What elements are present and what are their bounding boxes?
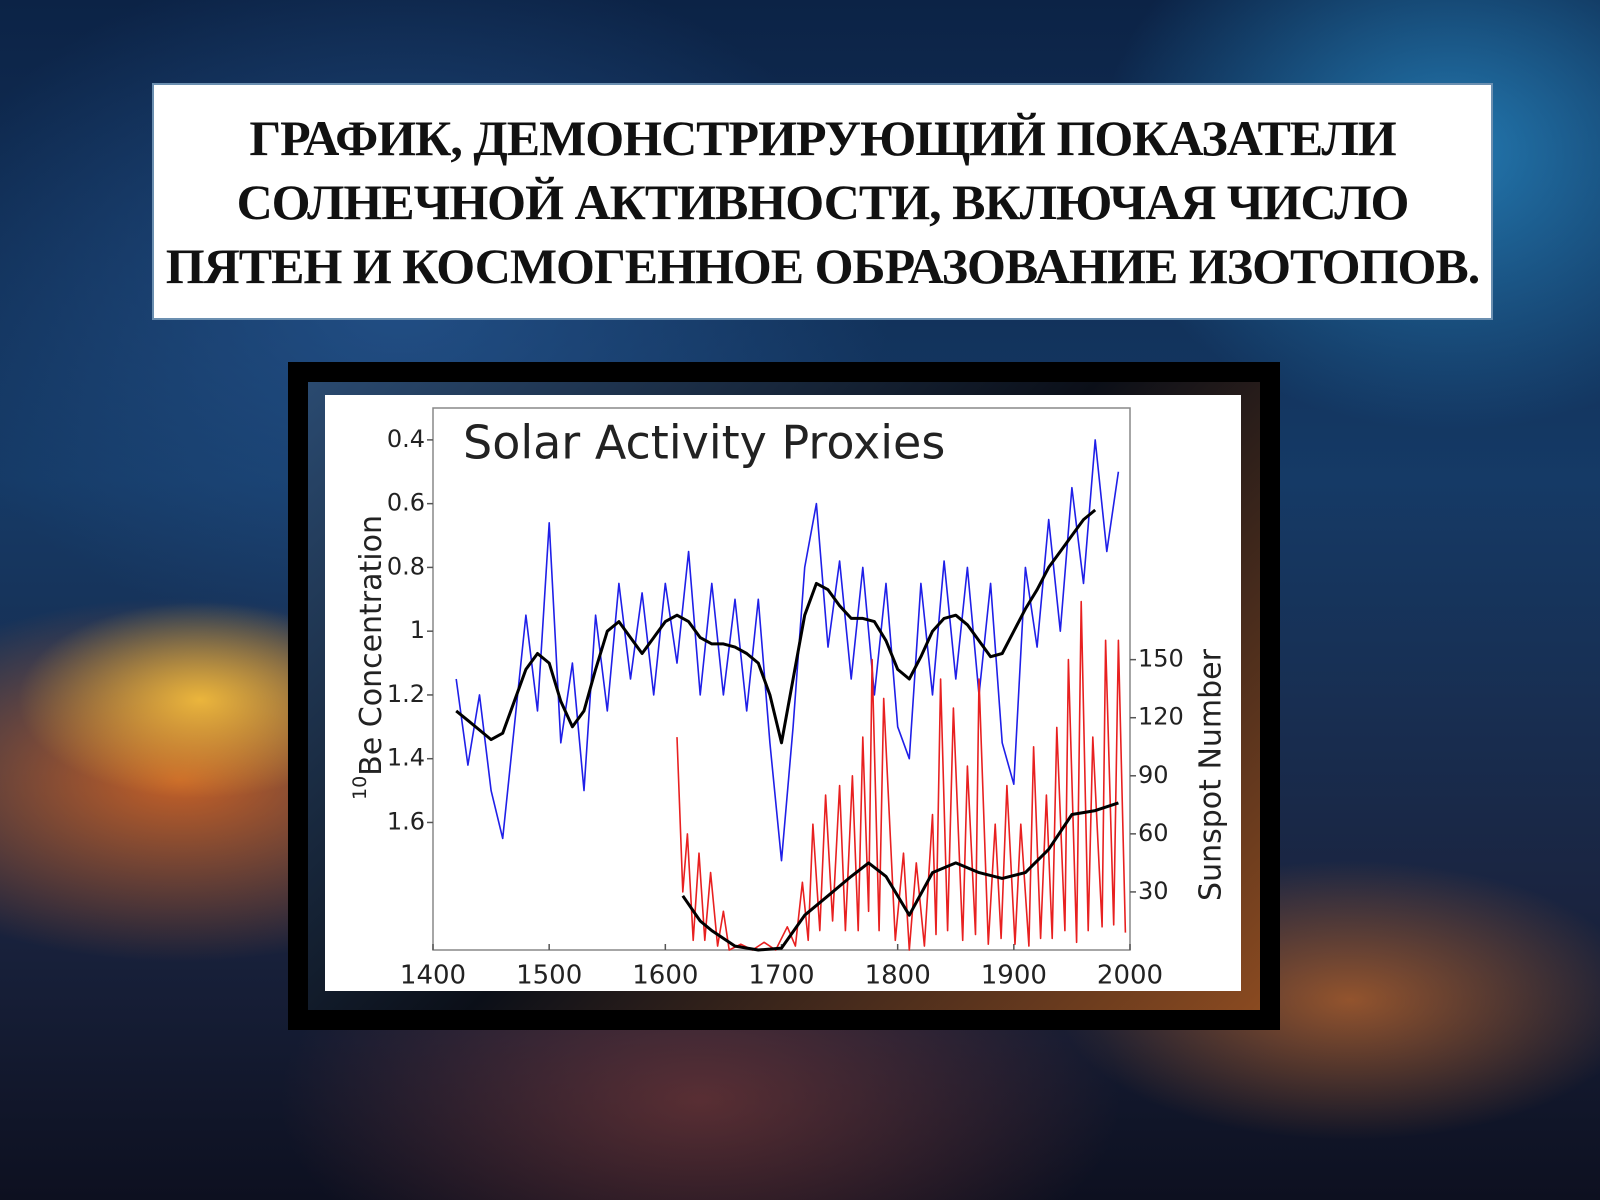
y-tick-label: 0.8 <box>387 552 425 580</box>
y-axis-label: 10Be Concentration <box>349 515 389 800</box>
y-tick-label: 0.4 <box>387 425 425 453</box>
y-tick-label: 1.2 <box>387 680 425 708</box>
series-line <box>455 439 1120 862</box>
x-tick-label: 2000 <box>1097 961 1163 991</box>
y-tick-label: 1.6 <box>387 807 425 835</box>
chart-background <box>325 395 1241 991</box>
y-tick-label: 1.4 <box>387 744 425 772</box>
series-line <box>455 508 1097 745</box>
x-tick-label: 1400 <box>400 961 466 991</box>
x-tick-label: 1700 <box>748 961 814 991</box>
y-axis-label-text: Be Concentration <box>354 515 389 776</box>
y2-axis-label: Sunspot Number <box>1194 648 1229 901</box>
y-tick-label: 1 <box>410 616 425 644</box>
x-tick-label: 1500 <box>516 961 582 991</box>
y2-tick-label: 90 <box>1138 761 1169 789</box>
x-tick-label: 1900 <box>981 961 1047 991</box>
x-tick-label: 1600 <box>632 961 698 991</box>
y2-tick-label: 150 <box>1138 645 1184 673</box>
y-tick-label: 0.6 <box>387 489 425 517</box>
y2-tick-label: 120 <box>1138 703 1184 731</box>
slide-title: ГРАФИК, ДЕМОНСТРИРУЮЩИЙ ПОКАЗАТЕЛИ СОЛНЕ… <box>165 109 1480 294</box>
chart-title: Solar Activity Proxies <box>463 416 945 470</box>
x-tick-label: 1800 <box>865 961 931 991</box>
series-line <box>681 801 1119 952</box>
y-axis-label-superscript: 10 <box>349 776 371 800</box>
title-box: ГРАФИК, ДЕМОНСТРИРУЮЩИЙ ПОКАЗАТЕЛИ СОЛНЕ… <box>152 83 1493 320</box>
y2-tick-label: 60 <box>1138 819 1169 847</box>
y2-tick-label: 30 <box>1138 877 1169 905</box>
